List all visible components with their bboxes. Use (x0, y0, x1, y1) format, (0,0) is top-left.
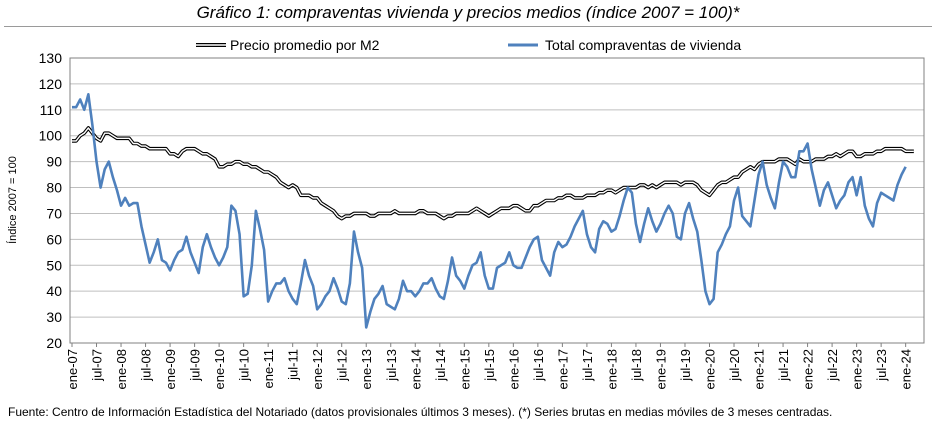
legend-label-compraventas: Total compraventas de vivienda (545, 37, 741, 53)
x-tick-label: ene-21 (752, 349, 767, 389)
y-tick-label: 110 (40, 102, 63, 118)
y-axis: 20 30 40 50 60 70 80 90 100 110 120 130 (39, 50, 63, 351)
x-tick-label: jul-18 (629, 349, 644, 382)
x-tick-label: jul-19 (678, 349, 693, 382)
legend-label-precio: Precio promedio por M2 (230, 37, 380, 53)
x-tick-label: ene-09 (163, 349, 178, 389)
series-line-precio-inner (72, 127, 914, 220)
x-tick-label: jul-09 (188, 349, 203, 382)
y-tick-label: 60 (46, 231, 62, 247)
x-tick-label: ene-12 (310, 349, 325, 389)
y-tick-label: 70 (46, 205, 62, 221)
legend: Precio promedio por M2 Total compraventa… (196, 37, 741, 53)
y-tick-label: 40 (46, 283, 62, 299)
x-tick-label: jul-12 (335, 349, 350, 382)
y-tick-label: 100 (39, 128, 63, 144)
y-axis-label: Índice 2007 = 100 (6, 156, 19, 244)
x-tick-label: jul-15 (482, 349, 497, 382)
x-tick-label: ene-08 (114, 349, 129, 389)
x-tick-label: ene-11 (261, 349, 276, 389)
gridlines (70, 57, 924, 344)
x-tick-label: ene-17 (555, 349, 570, 389)
x-tick-label: ene-24 (899, 349, 914, 389)
x-axis: ene-07 jul-07 ene-08 jul-08 ene-09 jul-09 ene-… (65, 343, 914, 389)
x-tick-label: ene-15 (457, 349, 472, 389)
series-lines (72, 92, 914, 329)
x-tick-label: ene-23 (850, 349, 865, 389)
title-divider (4, 26, 932, 27)
x-tick-label: jul-14 (433, 349, 448, 382)
x-tick-label: ene-19 (653, 349, 668, 389)
x-tick-label: ene-20 (703, 349, 718, 389)
x-tick-label: jul-13 (384, 349, 399, 382)
x-tick-label: jul-08 (139, 349, 154, 382)
x-tick-label: jul-16 (531, 349, 546, 382)
x-tick-label: jul-10 (237, 349, 252, 382)
x-tick-label: ene-22 (801, 349, 816, 389)
x-tick-label: ene-14 (408, 349, 423, 389)
y-tick-label: 30 (46, 309, 62, 325)
y-tick-label: 120 (39, 76, 63, 92)
series-line-compraventas (72, 92, 907, 329)
y-tick-label: 130 (39, 50, 63, 66)
series-line-precio-outer (72, 126, 914, 221)
x-tick-label: jul-20 (727, 349, 742, 382)
y-tick-label: 50 (46, 257, 62, 273)
y-tick-label: 90 (46, 154, 62, 170)
x-tick-label: jul-21 (776, 349, 791, 382)
source-note: Fuente: Centro de Información Estadístic… (8, 405, 833, 419)
x-tick-label: jul-23 (874, 349, 889, 382)
x-tick-label: ene-18 (604, 349, 619, 389)
x-tick-label: jul-11 (286, 349, 301, 381)
y-tick-label: 20 (46, 335, 62, 351)
chart-title: Gráfico 1: compraventas vivienda y preci… (196, 3, 740, 22)
x-tick-label: ene-10 (212, 349, 227, 389)
plot-area-frame (69, 57, 925, 344)
y-tick-label: 80 (46, 180, 62, 196)
x-tick-label: jul-07 (90, 349, 105, 382)
x-tick-label: jul-22 (825, 349, 840, 382)
x-tick-label: ene-07 (65, 349, 80, 389)
x-tick-label: jul-17 (580, 349, 595, 382)
x-tick-label: ene-13 (359, 349, 374, 389)
x-tick-label: ene-16 (506, 349, 521, 389)
